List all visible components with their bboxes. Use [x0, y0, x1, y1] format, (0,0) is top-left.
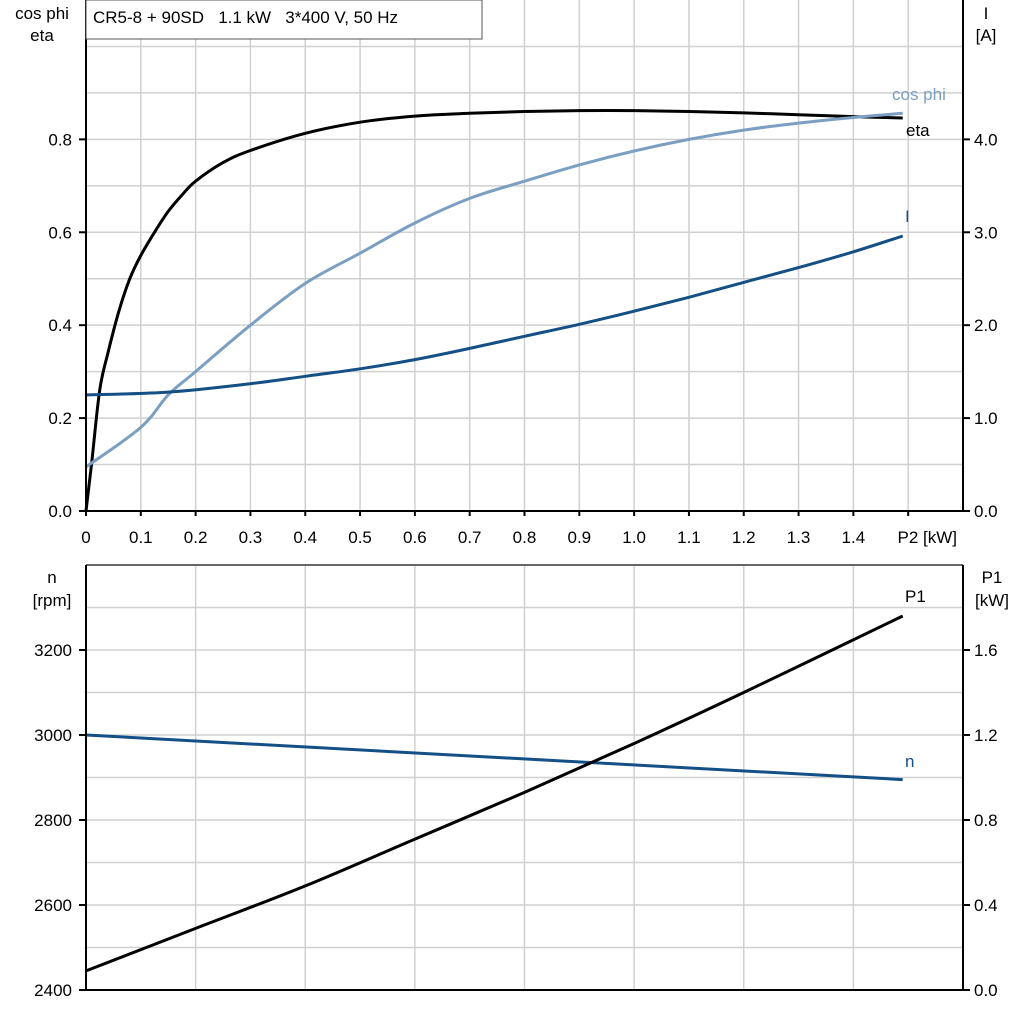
x-tick-label: 0.9	[567, 528, 591, 547]
left-y-tick-label: 3000	[34, 726, 72, 745]
left-y-tick-label: 0.6	[48, 223, 72, 242]
x-tick-label: 1.4	[842, 528, 866, 547]
series-label-n: n	[905, 752, 914, 771]
series-label-cos-phi: cos phi	[892, 85, 946, 104]
right-y-tick-label: 1.6	[974, 641, 998, 660]
right-y-tick-label: 4.0	[974, 130, 998, 149]
axes	[79, 0, 970, 991]
series-line-n	[85, 733, 903, 782]
top-right-axis-label-2: [A]	[976, 26, 997, 45]
x-tick-label: 1.2	[732, 528, 756, 547]
title-box	[85, 0, 483, 40]
left-y-tick-label: 0.4	[48, 316, 72, 335]
bottom-left-axis-label-2: [rpm]	[33, 591, 72, 610]
left-y-tick-label: 0.2	[48, 409, 72, 428]
series-line-i	[85, 234, 904, 397]
tick-labels: 0 0.1 0.2 0.3 0.4 0.5 0.6 0.7 0.8 0.9 1.0 1.1 1.2 1.3…	[34, 130, 997, 1000]
top-left-axis-label-2: eta	[30, 26, 54, 45]
series-line-cos-phi	[85, 111, 903, 469]
right-y-tick-label: 0.8	[974, 811, 998, 830]
x-tick-label: 0.4	[293, 528, 317, 547]
x-tick-label: 1.1	[677, 528, 701, 547]
left-y-tick-label: 0.0	[48, 502, 72, 521]
x-tick-label: 1.3	[787, 528, 811, 547]
series-line-eta	[84, 108, 903, 512]
bottom-grid	[86, 565, 963, 990]
right-y-tick-label: 1.0	[974, 409, 998, 428]
right-y-tick-label: 0.0	[974, 502, 998, 521]
chart-title: CR5-8 + 90SD 1.1 kW 3*400 V, 50 Hz	[93, 8, 398, 27]
top-grid	[86, 0, 963, 511]
right-y-tick-label: 0.0	[974, 981, 998, 1000]
left-y-tick-label: 2400	[34, 981, 72, 1000]
curves	[84, 108, 904, 973]
right-y-tick-label: 2.0	[974, 316, 998, 335]
x-tick-label: 0.5	[348, 528, 372, 547]
x-tick-label: 0.8	[513, 528, 537, 547]
series-label-p1: P1	[905, 587, 926, 606]
x-axis-label: P2 [kW]	[897, 528, 957, 547]
x-tick-label: 0.3	[239, 528, 263, 547]
bottom-left-axis-label-1: n	[47, 568, 56, 587]
x-tick-label: 0.6	[403, 528, 427, 547]
left-y-tick-label: 3200	[34, 641, 72, 660]
bottom-right-axis-label-1: P1	[982, 568, 1003, 587]
top-right-axis-label-1: I	[984, 4, 989, 23]
top-left-axis-label-1: cos phi	[15, 4, 69, 23]
right-y-tick-label: 0.4	[974, 896, 998, 915]
left-y-tick-label: 0.8	[48, 130, 72, 149]
x-tick-label: 0.1	[129, 528, 153, 547]
bottom-right-axis-label-2: [kW]	[975, 591, 1009, 610]
left-y-tick-label: 2800	[34, 811, 72, 830]
x-tick-label: 0	[81, 528, 90, 547]
left-y-tick-label: 2600	[34, 896, 72, 915]
series-line-p1	[85, 614, 904, 973]
series-label-eta: eta	[906, 121, 930, 140]
x-tick-label: 0.7	[458, 528, 482, 547]
right-y-tick-label: 1.2	[974, 726, 998, 745]
right-y-tick-label: 3.0	[974, 223, 998, 242]
series-label-i: I	[905, 207, 910, 226]
x-tick-label: 0.2	[184, 528, 208, 547]
x-tick-label: 1.0	[622, 528, 646, 547]
